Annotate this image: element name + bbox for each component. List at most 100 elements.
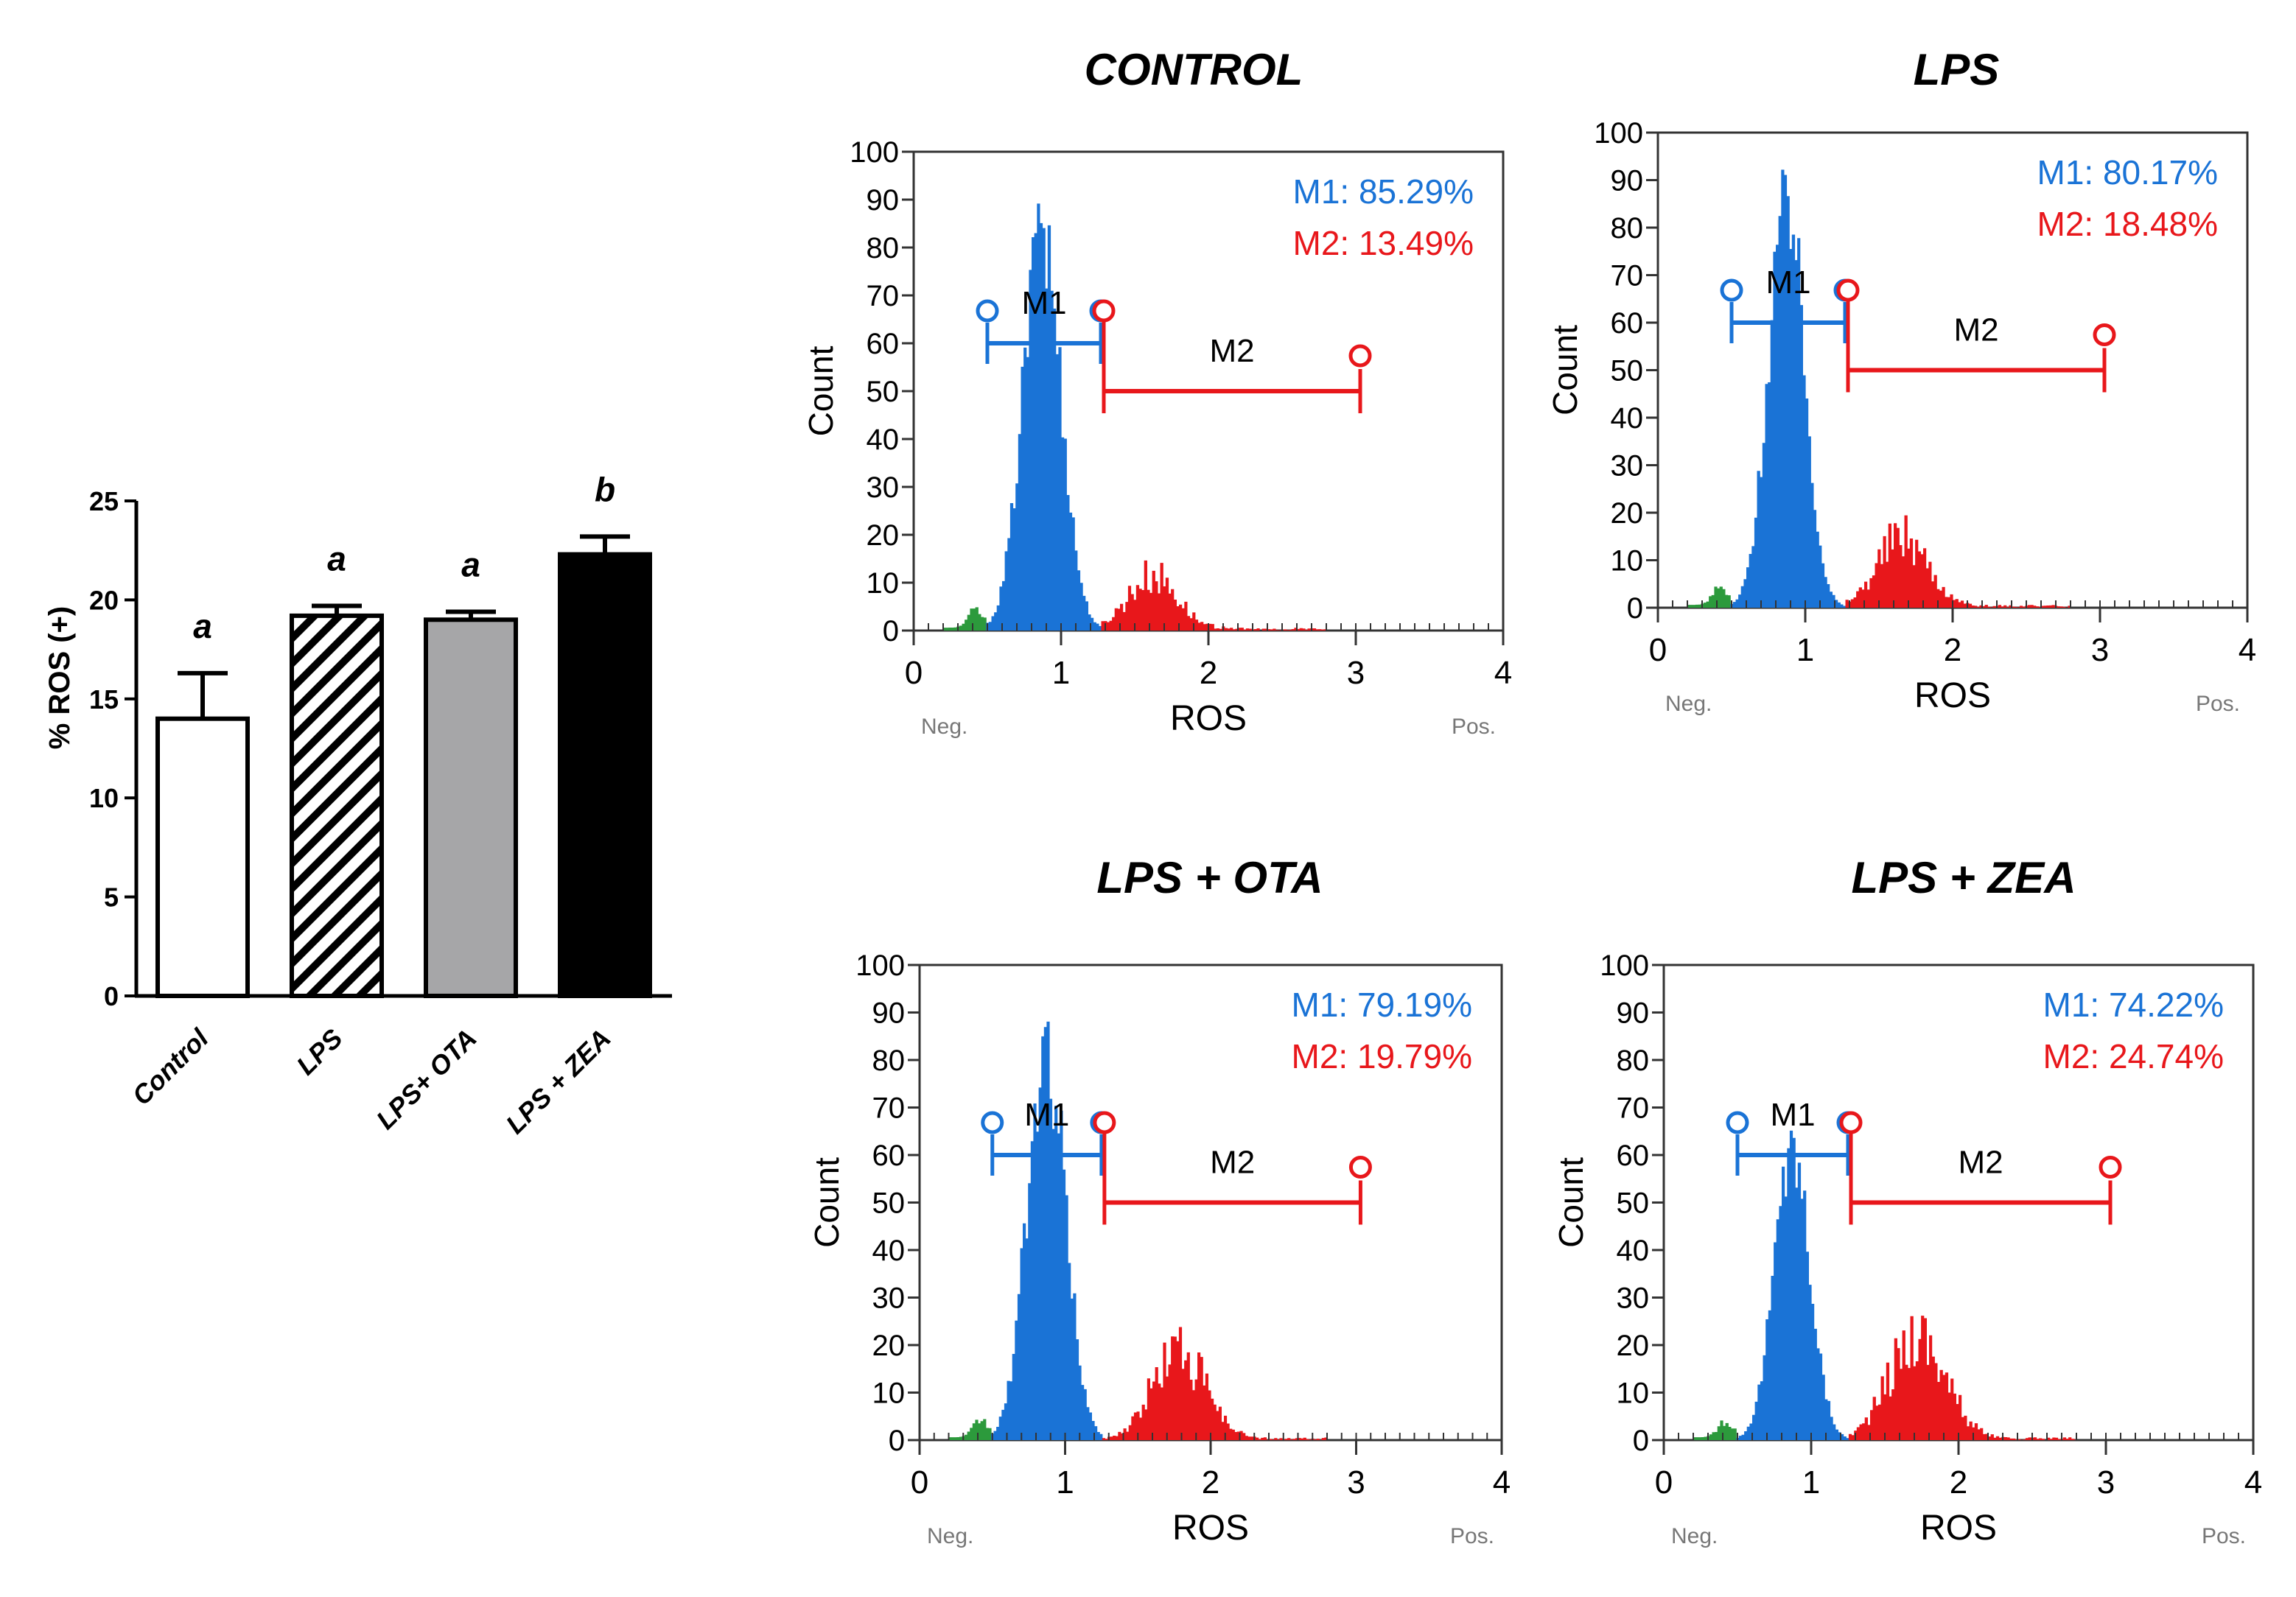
gate-m1-left-handle xyxy=(981,1111,1004,1134)
gate-m1-label: M1 xyxy=(1024,1097,1069,1133)
hist-y-tick-label: 70 xyxy=(1617,1092,1650,1125)
bar-category-label: LPS+ OTA xyxy=(370,1023,482,1135)
bar-series: a a a b xyxy=(155,470,652,999)
bar-3 xyxy=(558,552,652,998)
bar-y-tick-label: 10 xyxy=(89,783,119,813)
hist-title-lps-zea: LPS + ZEA xyxy=(1851,853,2076,902)
hist-y-tick-label: 100 xyxy=(855,950,905,982)
gate-m2-label: M2 xyxy=(1953,312,1998,348)
hist-y-tick-label: 40 xyxy=(1617,1235,1650,1267)
hist-m1-bins xyxy=(1730,169,1847,608)
hist-y-tick-label: 50 xyxy=(867,376,900,408)
hist-x-tick-label: 3 xyxy=(2097,1464,2115,1501)
bar-y-tick-label: 0 xyxy=(104,981,119,1011)
hist-y-tick-label: 90 xyxy=(872,997,906,1030)
bar-category-label: LPS + ZEA xyxy=(500,1023,616,1140)
m2-percentage: M2: 13.49% xyxy=(1293,224,1474,262)
bar-significance-letter: b xyxy=(595,470,615,508)
gate-m1-left-handle xyxy=(1726,1111,1749,1134)
hist-pos-label: Pos. xyxy=(2202,1524,2246,1548)
hist-neg-label: Neg. xyxy=(1671,1524,1718,1548)
bar-y-tick-label: 25 xyxy=(89,486,119,516)
bar-y-tick-label: 20 xyxy=(89,585,119,615)
hist-x-axis-label: ROS xyxy=(1914,676,1991,715)
m1-percentage: M1: 85.29% xyxy=(1293,172,1474,211)
hist-m1-bins xyxy=(986,203,1102,631)
bar-2 xyxy=(424,617,518,999)
hist-y-tick-label: 80 xyxy=(867,232,900,264)
ros-bar-chart: % ROS (+) 0 5 10 15 20 25 a a a b Control LPS LPS+… xyxy=(43,470,672,1140)
gate-m1-label: M1 xyxy=(1765,264,1810,301)
hist-y-tick-label: 10 xyxy=(872,1377,906,1410)
bar-0 xyxy=(155,716,250,998)
bar-y-axis-label: % ROS (+) xyxy=(43,606,76,749)
hist-y-tick-label: 90 xyxy=(1617,997,1650,1030)
bar-y-tick-label: 5 xyxy=(104,882,119,913)
bar-significance-letter: a xyxy=(193,607,212,645)
hist-y-tick-label: 80 xyxy=(1617,1045,1650,1077)
bar-significance-letter: a xyxy=(461,546,480,584)
hist-x-tick-label: 4 xyxy=(1494,655,1512,691)
m1-percentage: M1: 74.22% xyxy=(2043,986,2224,1024)
hist-title-control: CONTROL xyxy=(1085,45,1303,94)
hist-y-tick-label: 0 xyxy=(889,1425,905,1457)
gate-m1-label: M1 xyxy=(1021,285,1066,321)
hist-neg-label: Neg. xyxy=(921,715,967,739)
hist-y-tick-label: 30 xyxy=(872,1282,906,1315)
hist-x-tick-label: 2 xyxy=(1200,655,1217,691)
bar-category-label: Control xyxy=(126,1022,214,1111)
hist-title-lps-ota: LPS + OTA xyxy=(1096,853,1323,902)
hist-y-axis-label: Count xyxy=(802,345,840,436)
hist-y-tick-label: 0 xyxy=(1633,1425,1649,1457)
hist-y-tick-label: 40 xyxy=(872,1235,906,1267)
hist-x-tick-label: 2 xyxy=(1950,1464,1967,1501)
hist-y-axis-label: Count xyxy=(808,1157,846,1248)
hist-y-tick-label: 40 xyxy=(1611,402,1644,435)
hist-x-tick-label: 4 xyxy=(1493,1464,1511,1501)
hist-y-tick-label: 60 xyxy=(867,328,900,360)
hist-m2-bins xyxy=(1848,1316,2254,1440)
hist-panel-lps: LPS 0 1 2 3 40102030405060708090100ROSCountN… xyxy=(1546,45,2256,716)
hist-pre-gate-bins xyxy=(1658,586,1731,608)
hist-y-tick-label: 50 xyxy=(1617,1187,1650,1220)
hist-x-axis-label: ROS xyxy=(1920,1509,1997,1548)
m2-percentage: M2: 19.79% xyxy=(1292,1037,1472,1075)
bar-significance-letter: a xyxy=(327,539,346,578)
hist-y-tick-label: 60 xyxy=(872,1140,906,1172)
hist-y-tick-label: 10 xyxy=(867,567,900,600)
hist-y-tick-label: 80 xyxy=(1611,212,1644,245)
hist-pre-gate-bins xyxy=(1664,1420,1737,1440)
hist-panel-lps-zea: LPS + ZEA 0 1 2 3 40102030405060708090100ROS… xyxy=(1552,853,2262,1548)
hist-y-tick-label: 70 xyxy=(872,1092,906,1125)
gate-m2-right-handle xyxy=(2093,323,2116,346)
hist-y-tick-label: 60 xyxy=(1611,307,1644,340)
gate-m2-left-handle xyxy=(1836,278,1860,302)
hist-x-tick-label: 3 xyxy=(1347,1464,1365,1501)
hist-x-tick-label: 3 xyxy=(2091,632,2109,668)
hist-y-tick-label: 20 xyxy=(1617,1330,1650,1362)
hist-panel-lps-ota: LPS + OTA 0 1 2 3 40102030405060708090100ROS… xyxy=(808,853,1511,1548)
hist-panel-control: CONTROL 0 1 2 3 40102030405060708090100ROSCo… xyxy=(802,45,1512,739)
hist-y-tick-label: 100 xyxy=(850,136,899,169)
m2-percentage: M2: 24.74% xyxy=(2043,1037,2224,1075)
hist-y-tick-label: 100 xyxy=(1600,950,1649,982)
hist-y-tick-label: 80 xyxy=(872,1045,906,1077)
hist-x-tick-label: 1 xyxy=(1796,632,1814,668)
hist-y-tick-label: 30 xyxy=(1617,1282,1650,1315)
hist-y-tick-label: 70 xyxy=(1611,260,1644,292)
gate-m2-label: M2 xyxy=(1209,333,1254,369)
hist-y-tick-label: 0 xyxy=(883,615,899,647)
gate-m2-label: M2 xyxy=(1958,1145,2003,1181)
hist-y-axis-label: Count xyxy=(1546,325,1584,415)
hist-neg-label: Neg. xyxy=(927,1524,973,1548)
gate-m2-label: M2 xyxy=(1210,1145,1255,1181)
hist-y-tick-label: 90 xyxy=(867,184,900,217)
hist-x-tick-label: 0 xyxy=(1649,632,1667,668)
hist-y-tick-label: 30 xyxy=(1611,450,1644,482)
m1-percentage: M1: 79.19% xyxy=(1292,986,1472,1024)
hist-x-tick-label: 4 xyxy=(2239,632,2256,668)
gate-m2-left-handle xyxy=(1839,1111,1863,1134)
hist-pos-label: Pos. xyxy=(1452,715,1496,739)
gate-m2-right-handle xyxy=(1348,344,1372,368)
